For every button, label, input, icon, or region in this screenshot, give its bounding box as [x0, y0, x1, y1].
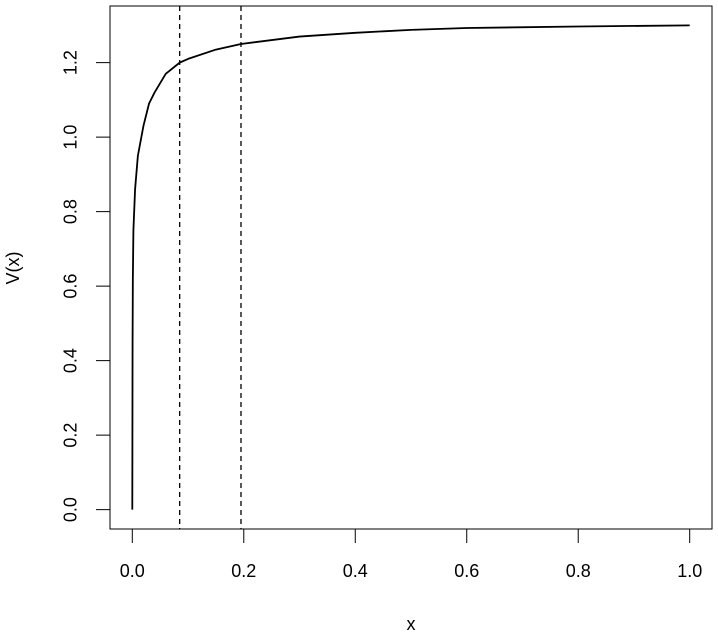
- y-tick-label: 0.0: [61, 497, 81, 522]
- x-tick-label: 1.0: [677, 561, 702, 581]
- y-tick-label: 0.8: [61, 199, 81, 224]
- x-tick-label: 0.2: [231, 561, 256, 581]
- y-tick-label: 0.6: [61, 274, 81, 299]
- line: [131, 24, 690, 510]
- y-tick-label: 0.4: [61, 348, 81, 373]
- x-tick-label: 0.6: [454, 561, 479, 581]
- y-axis-label: V(x): [3, 252, 23, 285]
- x-tick-label: 0.8: [566, 561, 591, 581]
- x-tick-label: 0.4: [343, 561, 368, 581]
- y-tick-label: 0.2: [61, 423, 81, 448]
- y-tick-label: 1.2: [61, 50, 81, 75]
- y-tick-label: 1.0: [61, 125, 81, 150]
- plot-frame: [109, 5, 713, 530]
- x-tick-label: 0.0: [120, 561, 145, 581]
- x-axis-label: x: [407, 614, 416, 634]
